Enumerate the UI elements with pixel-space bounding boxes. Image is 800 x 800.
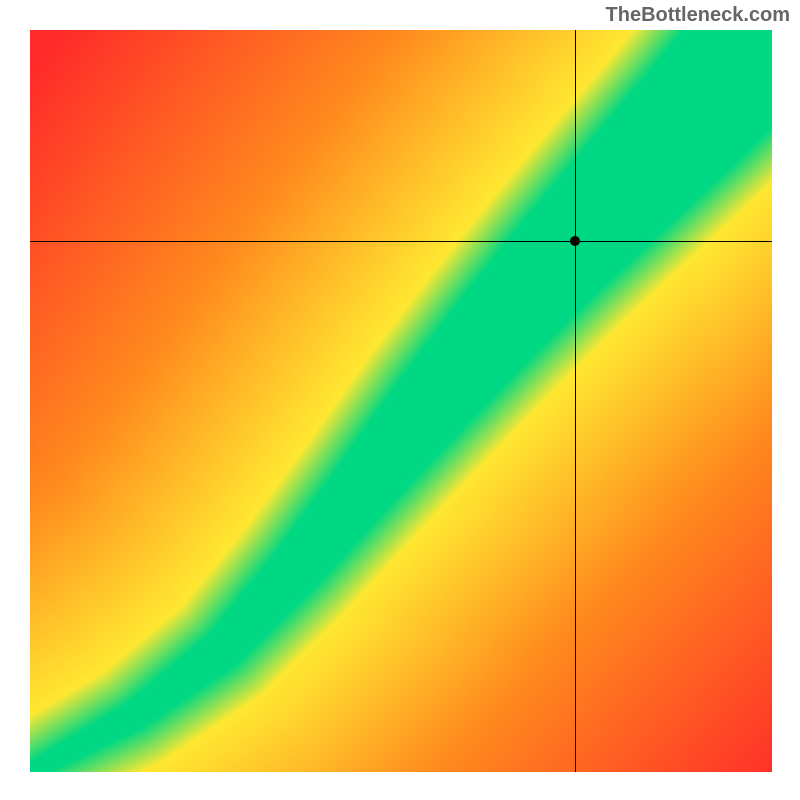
bottleneck-heatmap bbox=[30, 30, 772, 772]
intersection-marker bbox=[570, 236, 580, 246]
figure-container: TheBottleneck.com bbox=[0, 0, 800, 800]
crosshair-horizontal bbox=[30, 241, 772, 242]
watermark-text: TheBottleneck.com bbox=[606, 4, 790, 27]
crosshair-vertical bbox=[575, 30, 576, 772]
